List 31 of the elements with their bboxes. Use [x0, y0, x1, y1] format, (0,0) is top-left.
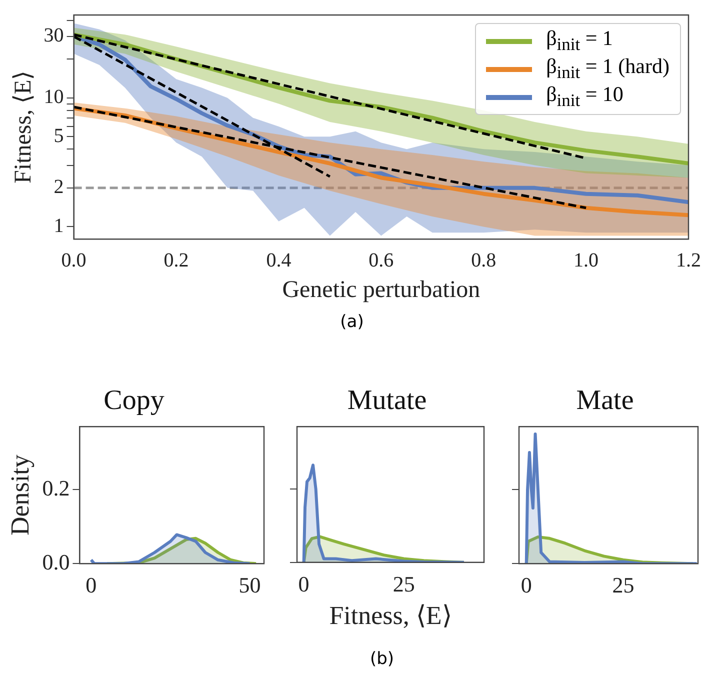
y-axis-title: Fitness, ⟨E⟩ [10, 70, 37, 184]
y-axis-title: Density [5, 454, 34, 536]
legend-label: β$_{init}$ = 10 [546, 82, 624, 112]
y-tick-label: 5 [54, 124, 64, 147]
x-tick-label: 50 [238, 572, 261, 598]
text: (b) [368, 649, 396, 669]
x-tick-label: 1.0 [574, 249, 599, 272]
y-tick-label: 1 [54, 214, 64, 237]
y-tick-label: 2 [54, 176, 64, 198]
x-tick-label: 25 [392, 571, 415, 596]
x-tick-label: 0 [520, 572, 532, 598]
x-tick-label: 0.2 [164, 249, 189, 272]
x-axis-title: Fitness, ⟨E⟩ [329, 601, 452, 630]
x-tick-label: 0.8 [471, 249, 496, 272]
chart-title: Copy [104, 385, 164, 416]
x-axis-title: Genetic perturbation [282, 276, 480, 303]
legend-label: β$_{init}$ = 1 (hard) [546, 54, 670, 84]
x-tick-label: 0.6 [368, 249, 394, 272]
y-tick-label: 0.2 [42, 475, 70, 500]
x-tick-label: 0 [298, 571, 310, 596]
chart-title: Mate [576, 385, 634, 416]
y-tick-label: 10 [44, 86, 64, 108]
x-tick-label: 25 [612, 572, 634, 598]
x-tick-label: 0.4 [266, 249, 292, 272]
chart-title: Mutate [347, 385, 427, 416]
x-tick-label: 0 [86, 572, 97, 598]
legend-label: β$_{init}$ = 1 [546, 26, 613, 56]
x-tick-label: 1.2 [676, 249, 701, 272]
text: (a) [339, 312, 365, 332]
y-tick-label: 0.0 [42, 549, 70, 574]
y-tick-label: 30 [44, 24, 64, 47]
